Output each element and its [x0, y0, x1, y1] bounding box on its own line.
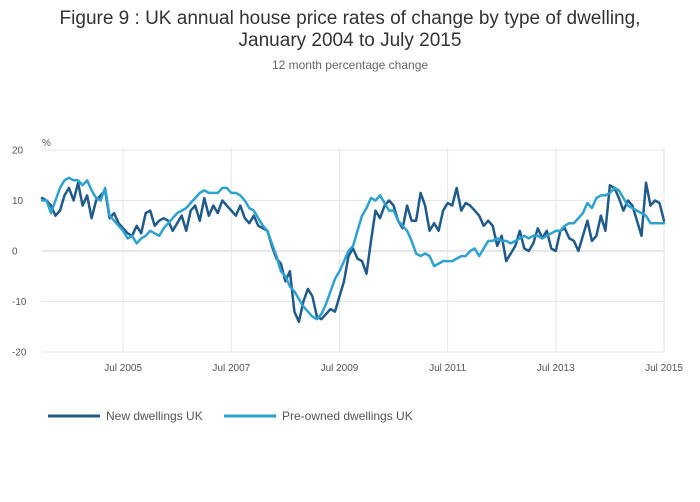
series-line-2 — [40, 176, 666, 321]
x-tick-label: Jul 2005 — [104, 363, 142, 374]
legend-label-2: Pre-owned dwellings UK — [282, 409, 413, 423]
y-tick-label: -20 — [12, 348, 27, 359]
y-tick-label: 20 — [12, 146, 24, 157]
legend-label-1: New dwellings UK — [106, 409, 203, 423]
chart-subtitle: 12 month percentage change — [271, 58, 429, 72]
x-axis-ticks: Jul 2005 Jul 2007 Jul 2009 Jul 2011 Jul 2013… — [104, 363, 683, 374]
chart-title: Figure 9 : UK annual house price rates o… — [0, 8, 700, 52]
chart-title-line-1: Figure 9 : UK annual house price rates o… — [59, 8, 641, 29]
x-tick-label: Jul 2011 — [429, 363, 467, 374]
gridlines — [42, 148, 665, 353]
x-tick-label: Jul 2009 — [321, 363, 359, 374]
x-tick-label: Jul 2015 — [645, 363, 683, 374]
y-axis-ticks: 20 10 0 -10 -20 — [12, 146, 27, 359]
series-lines — [40, 176, 666, 323]
y-tick-label: 0 — [12, 247, 18, 258]
x-tick-label: Jul 2007 — [212, 363, 250, 374]
legend: New dwellings UK Pre-owned dwellings UK — [48, 409, 413, 423]
y-tick-label: 10 — [12, 196, 24, 207]
y-axis-label: % — [42, 138, 51, 149]
series-line-1 — [40, 181, 666, 323]
y-tick-label: -10 — [12, 297, 27, 308]
x-tick-label: Jul 2013 — [537, 363, 575, 374]
chart-title-line-2: January 2004 to July 2015 — [238, 30, 462, 51]
